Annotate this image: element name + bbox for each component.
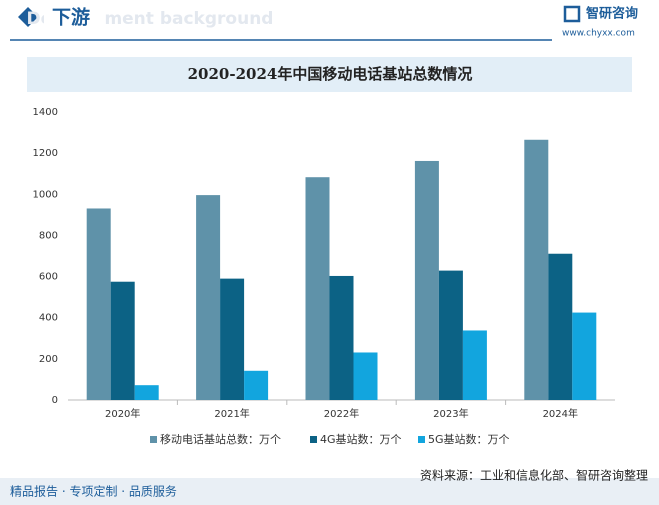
footer-slogan: 精品报告 · 专项定制 · 品质服务 [10,484,177,499]
bar [462,330,487,400]
bar [438,270,463,400]
legend-label: 5G基站数：万个 [428,432,510,446]
y-tick-label: 1400 [33,107,58,118]
logo-icon [563,5,581,23]
bar [220,278,245,400]
y-tick-label: 800 [39,230,58,241]
bar [244,370,269,400]
bar [572,312,597,400]
source: 资料来源：工业和信息化部、智研咨询整理 [420,468,648,483]
y-tick-label: 200 [39,354,58,365]
title-band [27,57,632,92]
diamond-icon [18,7,38,27]
legend-label: 移动电话基站总数：万个 [160,432,281,446]
x-tick-label: 2022年 [324,407,359,420]
brand: 智研咨询 [586,6,638,22]
y-tick-label: 1000 [33,189,58,200]
y-tick-label: 400 [39,313,58,324]
url: www.chyxx.com [562,29,635,39]
bar [86,208,111,400]
bar [329,275,354,400]
x-tick-label: 2023年 [433,407,468,420]
y-tick-label: 600 [39,272,58,283]
x-tick-label: 2024年 [543,407,578,420]
x-tick-label: 2021年 [214,407,249,420]
bar [134,385,159,400]
bar [414,160,439,400]
legend-label: 4G基站数：万个 [320,432,402,446]
bar [110,281,135,400]
y-tick-label: 0 [52,395,58,406]
legend-swatch [310,436,317,443]
bar [305,177,330,400]
bar [353,352,378,400]
x-tick-label: 2020年 [105,407,140,420]
header-mask [44,4,104,32]
plot: 0 200 400 600 800 1000 1200 1400 2020年 2021年 2022年… [33,107,597,446]
y-tick-label: 1200 [33,148,58,159]
chart-title: 2020-2024年中国移动电话基站总数情况 [188,65,473,83]
bar [196,195,221,400]
bar [524,139,549,400]
legend-swatch [418,436,425,443]
section-title: 下游 [52,6,90,29]
legend-swatch [150,436,157,443]
footer-band [0,478,659,505]
bar [548,253,573,400]
